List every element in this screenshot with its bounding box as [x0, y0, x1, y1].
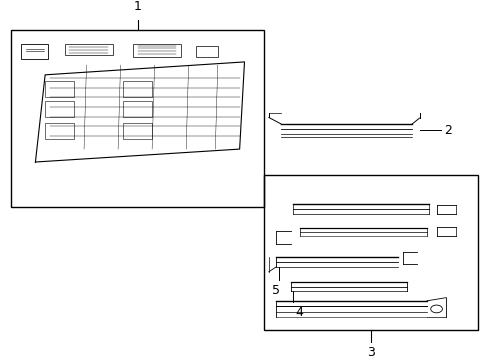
Text: 1: 1 — [133, 0, 141, 13]
Bar — [132, 44, 181, 57]
Text: 3: 3 — [366, 346, 374, 359]
Bar — [11, 30, 264, 207]
Bar — [264, 175, 477, 330]
Bar — [196, 46, 217, 57]
Bar — [64, 44, 113, 55]
Text: 2: 2 — [443, 124, 451, 137]
Bar — [122, 123, 152, 139]
Bar — [122, 81, 152, 98]
Text: 5: 5 — [271, 284, 280, 297]
Bar — [45, 81, 74, 98]
Bar — [45, 101, 74, 117]
Bar — [45, 123, 74, 139]
Bar — [21, 44, 47, 59]
Text: 4: 4 — [295, 306, 303, 319]
Bar — [122, 101, 152, 117]
